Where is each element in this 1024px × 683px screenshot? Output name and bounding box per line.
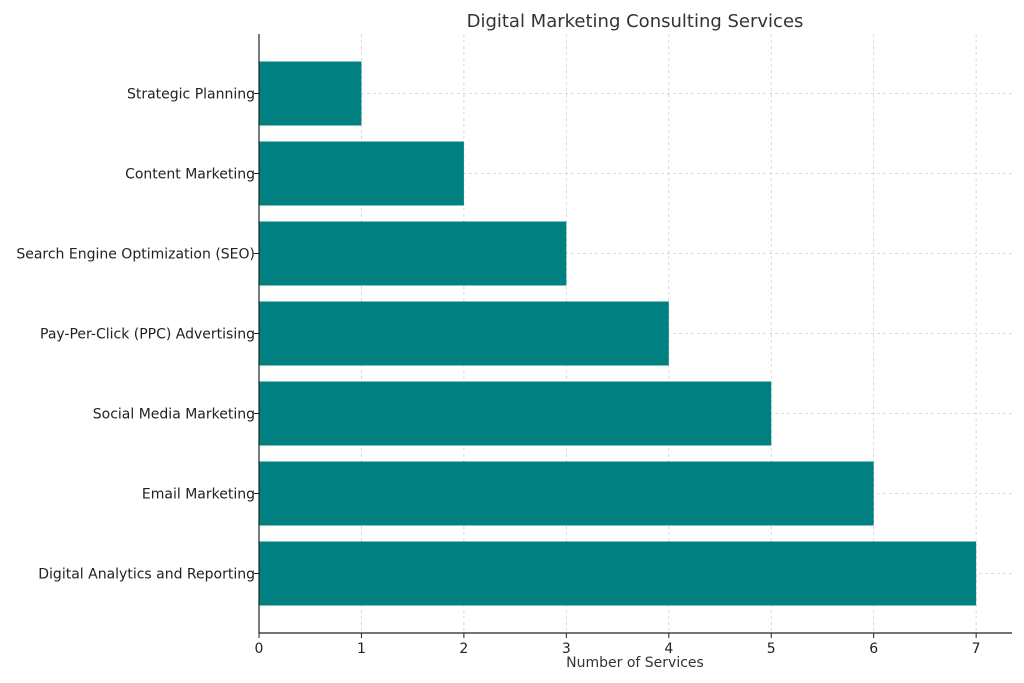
bar [259,381,772,446]
category-label: Social Media Marketing [93,407,255,423]
bar [259,541,977,606]
category-label: Search Engine Optimization (SEO) [16,247,255,263]
y-axis-category-labels: Strategic Planning Content Marketing Searc… [16,87,259,583]
x-tick-label: 3 [562,641,571,657]
category-label: Email Marketing [142,487,255,503]
category-label: Strategic Planning [127,87,255,103]
category-label: Pay-Per-Click (PPC) Advertising [40,327,255,343]
category-label: Digital Analytics and Reporting [38,567,255,583]
chart-title: Digital Marketing Consulting Services [467,11,804,32]
x-tick-label: 4 [664,641,673,657]
bar [259,141,464,206]
x-tick-label: 0 [255,641,264,657]
x-axis-label: Number of Services [566,655,704,671]
grid-lines [259,34,1012,633]
bar [259,221,567,286]
bars [259,61,977,606]
bar [259,461,874,526]
x-tick-label: 6 [869,641,878,657]
x-tick-label: 2 [459,641,468,657]
bar [259,301,669,366]
category-label: Content Marketing [125,167,255,183]
x-tick-label: 1 [357,641,366,657]
x-axis-ticks: 0 1 2 3 4 5 6 7 [255,633,981,657]
x-tick-label: 5 [767,641,776,657]
x-tick-label: 7 [972,641,981,657]
bar [259,61,362,126]
